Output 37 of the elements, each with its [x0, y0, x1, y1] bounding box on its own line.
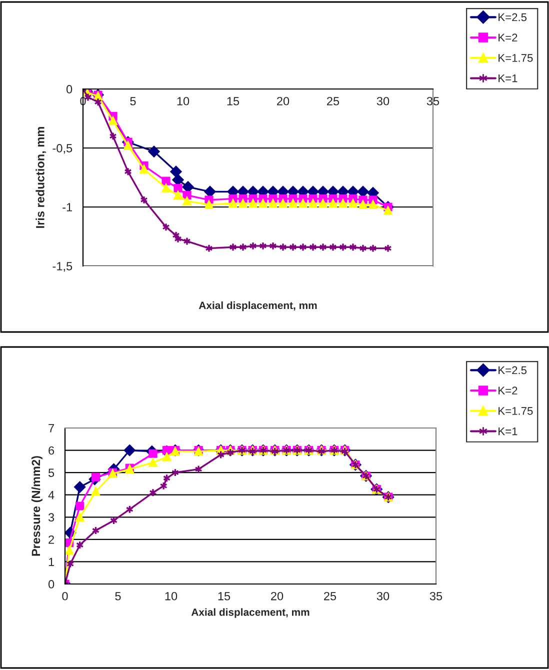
x-tick-label: 35 — [430, 592, 442, 600]
x-tick-label: 20 — [271, 592, 284, 600]
x-tick-label: 5 — [115, 592, 121, 600]
legend-label: K=1.75 — [498, 407, 533, 415]
x-tick-label: 30 — [376, 592, 390, 600]
y-tick-label: 5 — [48, 468, 54, 477]
y-tick-label: -1,5 — [52, 262, 72, 272]
y-tick-label: 1 — [48, 558, 54, 566]
x-tick-label: 25 — [327, 96, 340, 106]
legend-label: K=2.5 — [498, 13, 527, 22]
x-axis-title: Axial displacement, mm — [198, 301, 317, 312]
legend-label: K=2 — [498, 34, 518, 42]
x-tick-label: 20 — [277, 96, 290, 106]
x-tick-label: 5 — [130, 97, 136, 106]
y-tick-label: 0 — [48, 580, 54, 588]
y-tick-label: -0,5 — [52, 144, 72, 154]
x-tick-label: 30 — [376, 96, 390, 106]
x-tick-label: 10 — [165, 592, 178, 600]
legend-label: K=1.75 — [498, 54, 533, 62]
x-tick-label: 10 — [177, 96, 190, 106]
legend-label: K=2 — [498, 386, 518, 394]
x-axis-title: Axial displacement, mm — [191, 608, 310, 618]
y-axis-title: Iris reduction, mm — [36, 127, 46, 228]
y-tick-label: 7 — [48, 424, 54, 432]
y-tick-label: 6 — [48, 446, 54, 455]
y-tick-label: 4 — [48, 491, 54, 500]
legend-label: K=1 — [498, 427, 518, 436]
legend-label: K=1 — [498, 74, 518, 82]
x-tick-label: 15 — [227, 97, 240, 106]
x-tick-label: 25 — [324, 592, 336, 600]
legend-label: K=2.5 — [498, 366, 527, 374]
y-tick-label: 2 — [48, 535, 54, 544]
y-tick-label: 3 — [48, 513, 54, 522]
y-tick-label: 0 — [66, 85, 72, 94]
y-axis-title: Pressure (N/mm2) — [31, 456, 42, 556]
y-tick-label: -1 — [62, 203, 72, 212]
x-tick-label: 15 — [218, 592, 230, 600]
